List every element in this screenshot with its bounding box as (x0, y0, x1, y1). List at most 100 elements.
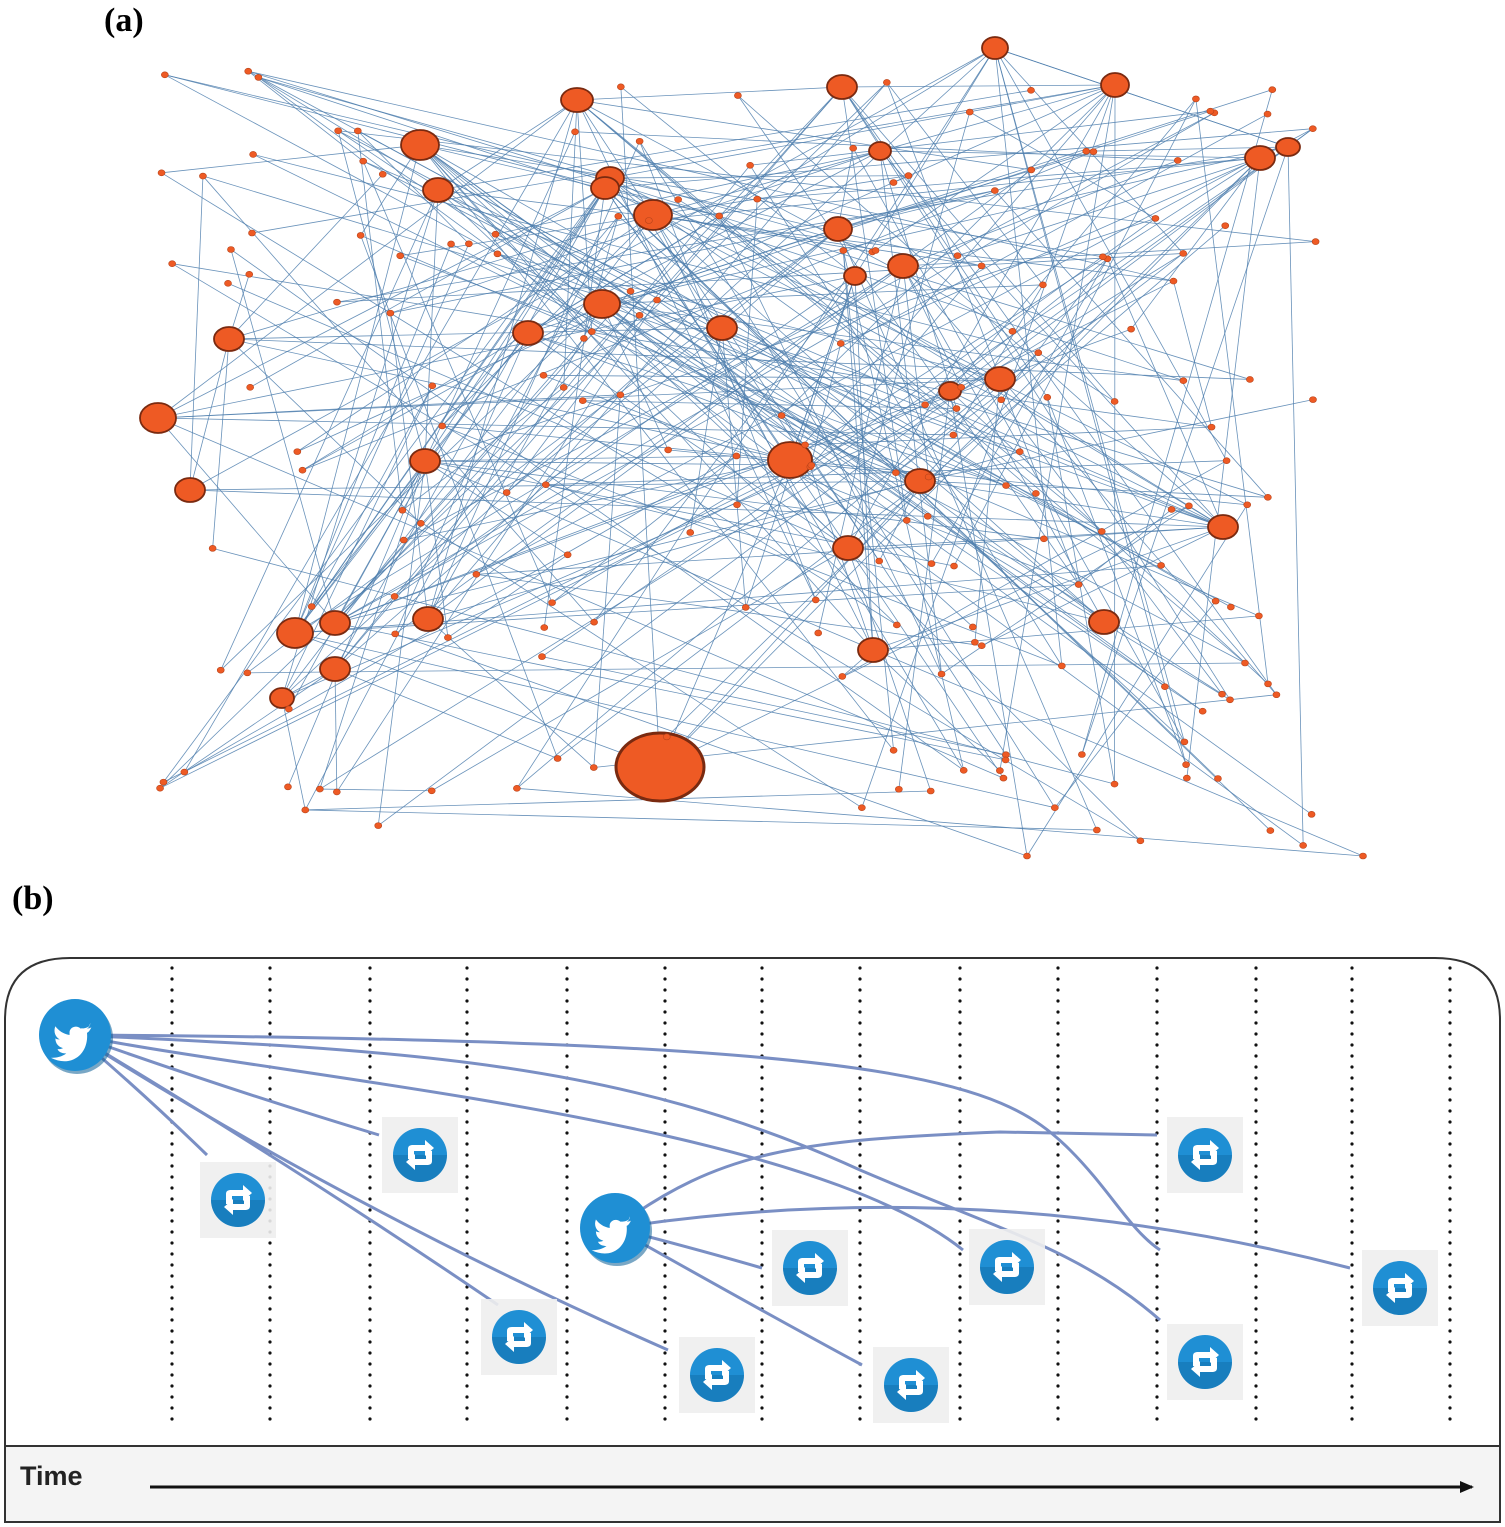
network-edge (659, 157, 1261, 768)
network-node (359, 157, 367, 165)
network-edges (157, 47, 1364, 857)
network-hub-node (843, 266, 867, 286)
network-node (333, 298, 341, 306)
network-hub-node (868, 141, 892, 161)
time-axis-label: Time (20, 1461, 83, 1491)
network-edge (424, 460, 812, 466)
network-edge (949, 98, 1197, 392)
network-edge (1038, 352, 1115, 402)
network-node (284, 783, 292, 791)
spread-line (74, 1033, 1161, 1322)
network-edge (427, 99, 578, 620)
network-node (386, 309, 395, 317)
network-node (977, 262, 986, 270)
network-node (374, 822, 383, 829)
network-edge (427, 265, 904, 620)
network-edge (424, 187, 606, 462)
network-edge (1000, 399, 1223, 695)
network-edge (736, 199, 758, 505)
network-edge (294, 265, 904, 634)
network-edge (1026, 504, 1248, 857)
network-node (836, 340, 845, 347)
network-node (245, 271, 254, 278)
network-node (923, 512, 932, 520)
timeline-frame (4, 957, 1501, 1447)
network-edge (258, 77, 876, 251)
network-node (1110, 398, 1119, 405)
network-edge (334, 480, 921, 624)
retweet-icon (1178, 1335, 1232, 1389)
network-node (1207, 423, 1216, 431)
network-node (904, 172, 913, 179)
network-node (1272, 691, 1281, 699)
retweet-timeline-diagram (4, 957, 1501, 1523)
network-edge (949, 390, 1224, 528)
network-node (662, 733, 671, 741)
retweet-icon (393, 1128, 447, 1182)
network-node (1182, 761, 1190, 768)
network-node (626, 287, 635, 295)
network-edge (974, 378, 1001, 643)
network-node (438, 422, 446, 430)
network-node (1309, 125, 1317, 132)
network-node (1264, 494, 1272, 501)
network-node (1309, 396, 1317, 403)
network-edge (212, 338, 230, 549)
network-edge (543, 374, 1001, 380)
network-edge (362, 160, 553, 603)
network-hub-node (276, 617, 314, 649)
network-edge (157, 378, 1001, 419)
spread-lines (74, 1033, 1351, 1367)
network-node (1093, 826, 1101, 834)
network-edge (227, 282, 849, 549)
network-edge (527, 47, 996, 334)
network-edge (854, 275, 874, 651)
network-edge (639, 141, 1056, 808)
network-edge (228, 338, 791, 461)
network-edge (749, 165, 1063, 667)
network-node (157, 169, 166, 177)
network-edge (837, 228, 1098, 831)
network-edge (281, 385, 433, 699)
network-node (1023, 852, 1031, 860)
network-edge (582, 400, 957, 409)
network-hub-node (904, 468, 936, 494)
retweet-node (1362, 1250, 1438, 1326)
network-node (777, 412, 786, 419)
network-edge (248, 70, 1251, 380)
network-edge (919, 480, 1224, 528)
network-edge (476, 573, 982, 647)
network-edge (1195, 98, 1269, 684)
network-edge (949, 390, 1212, 428)
network-edge (228, 173, 384, 340)
network-node (447, 240, 455, 248)
network-edge (652, 175, 909, 216)
network-edge (1000, 258, 1108, 400)
network-node (959, 767, 968, 774)
network-edge (427, 618, 595, 768)
network-node (1243, 501, 1252, 509)
network-node (1268, 86, 1277, 93)
network-node (472, 571, 481, 578)
network-edge (604, 128, 1313, 189)
network-node (1211, 597, 1220, 605)
network-edge (390, 312, 898, 626)
network-edge (281, 697, 306, 811)
network-edge (419, 144, 1216, 602)
retweet-icon (1373, 1261, 1427, 1315)
network-node (952, 405, 961, 412)
network-edge (334, 460, 426, 624)
network-node (1264, 680, 1272, 688)
network-edge (902, 241, 1316, 267)
network-edge (424, 460, 1364, 857)
network-node (540, 624, 549, 631)
network-edge (437, 99, 578, 191)
network-node (588, 328, 596, 335)
network-edge (837, 190, 995, 230)
network-edge (841, 86, 1231, 700)
network-edge (247, 662, 1246, 674)
network-node (1002, 482, 1010, 489)
network-edge (334, 187, 606, 670)
network-node (156, 784, 164, 792)
network-edge (419, 144, 720, 217)
